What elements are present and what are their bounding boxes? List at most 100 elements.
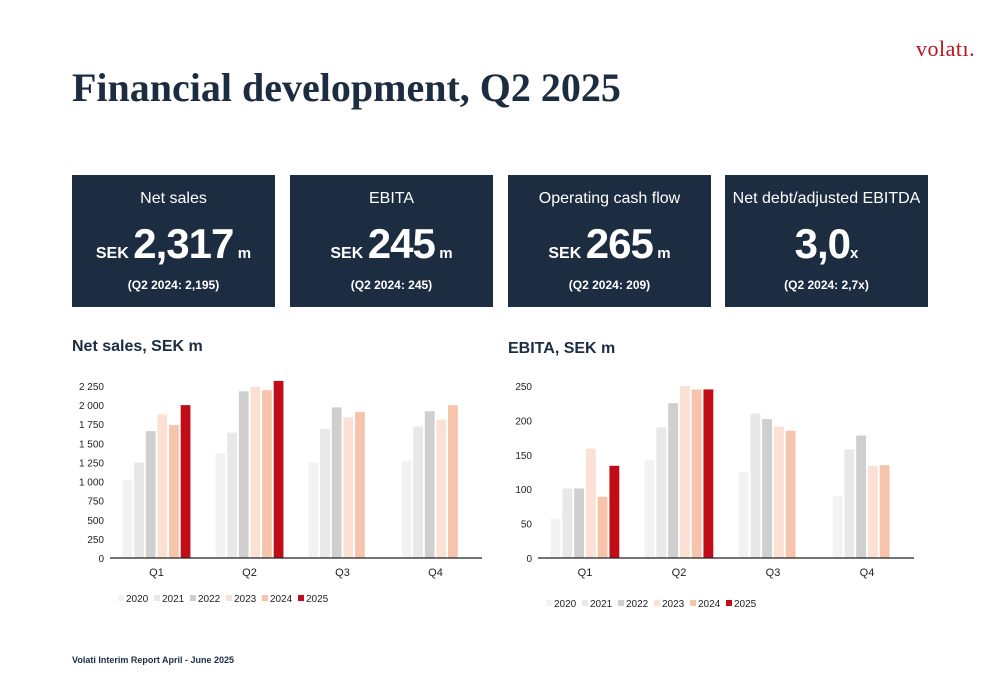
net-sales-legend-label-2020: 2020: [126, 594, 149, 605]
kpi-unit: m: [237, 245, 252, 262]
net-sales-bar-2025-q2: [273, 380, 284, 558]
ebita-y-tick-label: 0: [526, 554, 532, 565]
net-sales-legend-swatch-2024: [262, 595, 268, 601]
kpi-comparison: (Q2 2024: 209): [568, 278, 651, 292]
ebita-legend-swatch-2020: [546, 600, 552, 606]
ebita-bar-2023-q4: [867, 465, 878, 558]
kpi-card-net-debt-ebitda: Net debt/adjusted EBITDA 3,0x (Q2 2024: …: [725, 175, 928, 307]
ebita-x-tick-label: Q2: [672, 567, 687, 579]
net-sales-y-tick-label: 1 000: [79, 478, 104, 489]
kpi-label: Net debt/adjusted EBITDA: [732, 190, 921, 207]
kpi-comparison: (Q2 2024: 245): [350, 278, 433, 292]
net-sales-legend-label-2024: 2024: [270, 594, 293, 605]
ebita-x-tick-label: Q4: [860, 567, 875, 579]
kpi-unit: x: [850, 245, 859, 262]
ebita-legend-label-2023: 2023: [662, 599, 685, 610]
net-sales-bar-2025-q1: [180, 405, 191, 558]
ebita-bar-2021-q1: [562, 488, 573, 558]
ebita-bar-2024-q2: [691, 389, 702, 558]
ebita-bar-2022-q4: [856, 435, 867, 558]
ebita-bar-2020-q4: [832, 496, 843, 558]
net-sales-x-tick-label: Q2: [242, 567, 257, 579]
kpi-value: 265: [585, 220, 654, 267]
net-sales-y-tick-label: 2 000: [79, 401, 104, 412]
kpi-main: 3,0x: [725, 220, 928, 268]
kpi-main: SEK 2,317 m: [72, 220, 275, 268]
kpi-label: Net sales: [140, 190, 207, 207]
kpi-card-operating-cash-flow: Operating cash flow SEK 265 m (Q2 2024: …: [508, 175, 711, 307]
net-sales-legend-label-2021: 2021: [162, 594, 185, 605]
kpi-currency: SEK: [95, 245, 129, 262]
net-sales-y-tick-label: 250: [87, 535, 104, 546]
net-sales-y-tick-label: 0: [98, 554, 104, 565]
net-sales-bar-2021-q2: [227, 432, 237, 558]
net-sales-bar-2020-q2: [215, 453, 226, 558]
ebita-bar-2021-q4: [844, 449, 855, 558]
footer-text: Volati Interim Report April - June 2025: [72, 655, 235, 665]
net-sales-legend-label-2022: 2022: [198, 594, 221, 605]
kpi-card-net-sales: Net sales SEK 2,317 m (Q2 2024: 2,195): [72, 175, 275, 307]
ebita-bar-2023-q1: [585, 448, 596, 558]
ebita-legend-label-2024: 2024: [698, 599, 721, 610]
net-sales-y-tick-label: 500: [87, 516, 104, 527]
net-sales-bar-2024-q3: [355, 411, 365, 558]
net-sales-bar-2021-q1: [134, 462, 144, 558]
kpi-main: SEK 265 m: [508, 220, 711, 268]
ebita-y-tick-label: 200: [515, 416, 532, 427]
net-sales-bar-2023-q1: [157, 414, 168, 558]
ebita-legend-label-2025: 2025: [734, 599, 757, 610]
kpi-main: SEK 245 m: [290, 220, 493, 268]
net-sales-x-tick-label: Q3: [335, 567, 350, 579]
net-sales-x-tick-label: Q4: [428, 567, 443, 579]
net-sales-bar-2020-q1: [122, 480, 133, 558]
ebita-bar-2020-q2: [644, 459, 655, 558]
ebita-y-tick-label: 250: [515, 382, 532, 393]
ebita-legend-label-2022: 2022: [626, 599, 649, 610]
net-sales-y-tick-label: 1 250: [79, 458, 104, 469]
net-sales-bar-2022-q1: [145, 431, 156, 558]
ebita-bar-2024-q4: [879, 465, 890, 558]
kpi-currency: SEK: [330, 245, 364, 262]
net-sales-y-tick-label: 2 250: [79, 382, 104, 393]
net-sales-bar-2023-q4: [436, 419, 447, 558]
net-sales-legend-swatch-2020: [118, 595, 124, 601]
ebita-legend-swatch-2022: [618, 600, 624, 606]
ebita-bar-2022-q3: [762, 419, 773, 558]
ebita-bar-2022-q1: [574, 488, 585, 558]
net-sales-bar-2021-q3: [320, 428, 330, 558]
net-sales-legend-label-2023: 2023: [234, 594, 257, 605]
ebita-legend-swatch-2025: [726, 600, 732, 606]
ebita-bar-2024-q3: [785, 430, 796, 558]
kpi-value: 245: [367, 220, 436, 267]
net-sales-bar-2020-q4: [401, 460, 412, 558]
net-sales-x-tick-label: Q1: [149, 567, 164, 579]
ebita-legend-label-2021: 2021: [590, 599, 613, 610]
ebita-y-tick-label: 50: [521, 520, 533, 531]
ebita-bar-2023-q3: [773, 426, 784, 558]
ebita-legend-label-2020: 2020: [554, 599, 577, 610]
net-sales-y-tick-label: 1 750: [79, 420, 104, 431]
net-sales-y-tick-label: 1 500: [79, 439, 104, 450]
net-sales-bar-2022-q2: [238, 391, 249, 558]
net-sales-y-tick-label: 750: [87, 497, 104, 508]
kpi-comparison: (Q2 2024: 2,195): [127, 278, 220, 292]
kpi-label: Operating cash flow: [538, 190, 681, 207]
ebita-bar-2025-q1: [609, 465, 620, 558]
net-sales-legend-swatch-2022: [190, 595, 196, 601]
net-sales-legend-swatch-2025: [298, 595, 304, 601]
ebita-legend-swatch-2024: [690, 600, 696, 606]
net-sales-bar-2024-q2: [262, 390, 272, 558]
net-sales-bar-2021-q4: [413, 426, 423, 558]
net-sales-bar-2022-q3: [331, 407, 342, 558]
net-sales-bar-2022-q4: [424, 411, 435, 558]
ebita-y-tick-label: 150: [515, 451, 532, 462]
kpi-label: EBITA: [368, 190, 415, 207]
ebita-bar-2020-q3: [738, 472, 749, 558]
page-title: Financial development, Q2 2025: [72, 65, 621, 110]
kpi-value: 2,317: [133, 220, 234, 267]
kpi-unit: m: [439, 245, 453, 262]
volati-logo: volatı.: [916, 36, 976, 61]
net-sales-bar-2023-q3: [343, 417, 354, 558]
net-sales-legend-swatch-2021: [154, 595, 160, 601]
